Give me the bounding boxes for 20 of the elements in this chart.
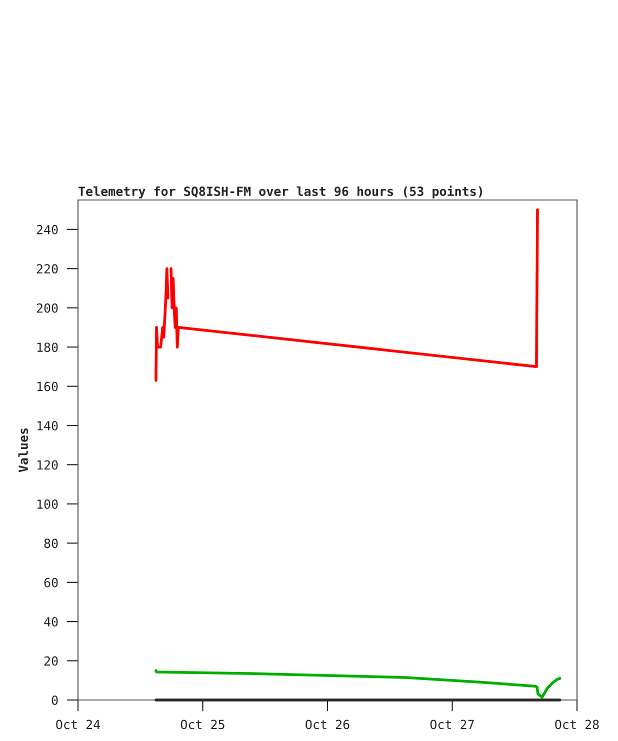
y-tick-label: 0	[52, 696, 58, 705]
y-tick-label: 100	[37, 499, 58, 509]
y-tick-label: 80	[44, 538, 58, 548]
x-tick-label: Oct 25	[180, 720, 224, 730]
x-tick-label: Oct 26	[306, 720, 350, 730]
y-axis-title: Values	[18, 428, 28, 472]
x-tick-label: Oct 27	[430, 720, 474, 730]
y-tick-label: 60	[44, 578, 58, 588]
y-tick-label: 220	[36, 264, 58, 274]
y-tick-label: 120	[37, 460, 58, 470]
y-tick-label: 180	[37, 342, 58, 352]
y-tick-label: 140	[37, 420, 58, 430]
chart-title: Telemetry for SQ8ISH-FM over last 96 hours (53 points)	[78, 186, 482, 198]
x-tick-label: Oct 28	[555, 720, 599, 730]
x-tick-label: Oct 24	[56, 720, 100, 730]
y-tick-label: 20	[44, 656, 58, 666]
y-tick-label: 40	[44, 617, 58, 627]
y-tick-label: 160	[37, 382, 58, 392]
y-tick-label: 240	[36, 224, 58, 234]
y-tick-label: 200	[36, 303, 58, 313]
